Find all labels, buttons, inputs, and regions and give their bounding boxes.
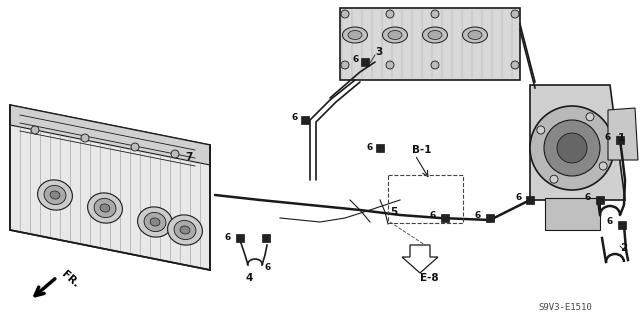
Ellipse shape (428, 31, 442, 40)
Bar (526, 196, 534, 204)
Bar (301, 116, 309, 124)
Circle shape (341, 61, 349, 69)
Text: FR.: FR. (60, 269, 81, 289)
Ellipse shape (180, 226, 190, 234)
Ellipse shape (144, 212, 166, 232)
Text: 5: 5 (390, 207, 397, 217)
Ellipse shape (38, 180, 72, 210)
Circle shape (511, 61, 519, 69)
Bar (596, 196, 604, 204)
Circle shape (31, 126, 39, 134)
Polygon shape (545, 198, 600, 230)
Text: E-8: E-8 (420, 273, 438, 283)
Circle shape (431, 10, 439, 18)
Text: B-1: B-1 (412, 145, 431, 155)
Text: 6: 6 (605, 132, 611, 142)
Ellipse shape (468, 31, 482, 40)
Ellipse shape (342, 27, 367, 43)
Text: 6: 6 (430, 211, 436, 219)
Text: 1: 1 (618, 133, 625, 143)
Polygon shape (530, 85, 625, 200)
Bar (616, 136, 624, 144)
Circle shape (557, 133, 587, 163)
Circle shape (386, 61, 394, 69)
Polygon shape (10, 105, 210, 165)
Circle shape (530, 106, 614, 190)
Polygon shape (608, 108, 638, 160)
Ellipse shape (150, 218, 160, 226)
Bar (361, 58, 369, 66)
Text: 6: 6 (585, 192, 591, 202)
Ellipse shape (383, 27, 408, 43)
Polygon shape (10, 105, 210, 270)
Text: 6: 6 (225, 234, 231, 242)
Text: 6: 6 (475, 211, 481, 219)
Bar (236, 234, 244, 242)
Text: 2: 2 (620, 243, 627, 253)
Ellipse shape (88, 193, 122, 223)
Bar (262, 234, 270, 242)
Circle shape (81, 134, 89, 142)
Ellipse shape (348, 31, 362, 40)
Bar (486, 214, 494, 222)
Circle shape (544, 120, 600, 176)
Ellipse shape (100, 204, 110, 212)
Ellipse shape (138, 207, 172, 237)
Text: 6: 6 (367, 144, 373, 152)
Ellipse shape (388, 31, 402, 40)
Ellipse shape (422, 27, 447, 43)
Bar (376, 144, 384, 152)
Text: 6: 6 (292, 113, 298, 122)
Text: 6: 6 (516, 192, 522, 202)
Circle shape (431, 61, 439, 69)
Text: 6: 6 (607, 218, 613, 226)
Circle shape (511, 10, 519, 18)
Text: 6: 6 (265, 263, 271, 272)
Bar (441, 214, 449, 222)
Circle shape (386, 10, 394, 18)
Text: 6: 6 (353, 55, 359, 63)
Bar (618, 221, 626, 229)
Ellipse shape (94, 198, 116, 218)
Ellipse shape (168, 215, 202, 245)
Ellipse shape (174, 220, 196, 240)
Circle shape (599, 162, 607, 170)
Ellipse shape (50, 191, 60, 199)
Text: S9V3-E1510: S9V3-E1510 (538, 303, 592, 313)
Circle shape (550, 175, 558, 183)
Circle shape (537, 126, 545, 134)
Text: 4: 4 (245, 273, 252, 283)
Ellipse shape (44, 185, 66, 204)
Circle shape (586, 113, 594, 121)
Text: 3: 3 (375, 47, 382, 57)
Circle shape (131, 143, 139, 151)
Circle shape (341, 10, 349, 18)
Ellipse shape (463, 27, 488, 43)
Circle shape (171, 150, 179, 158)
Polygon shape (340, 8, 520, 80)
Text: 7: 7 (185, 152, 193, 162)
